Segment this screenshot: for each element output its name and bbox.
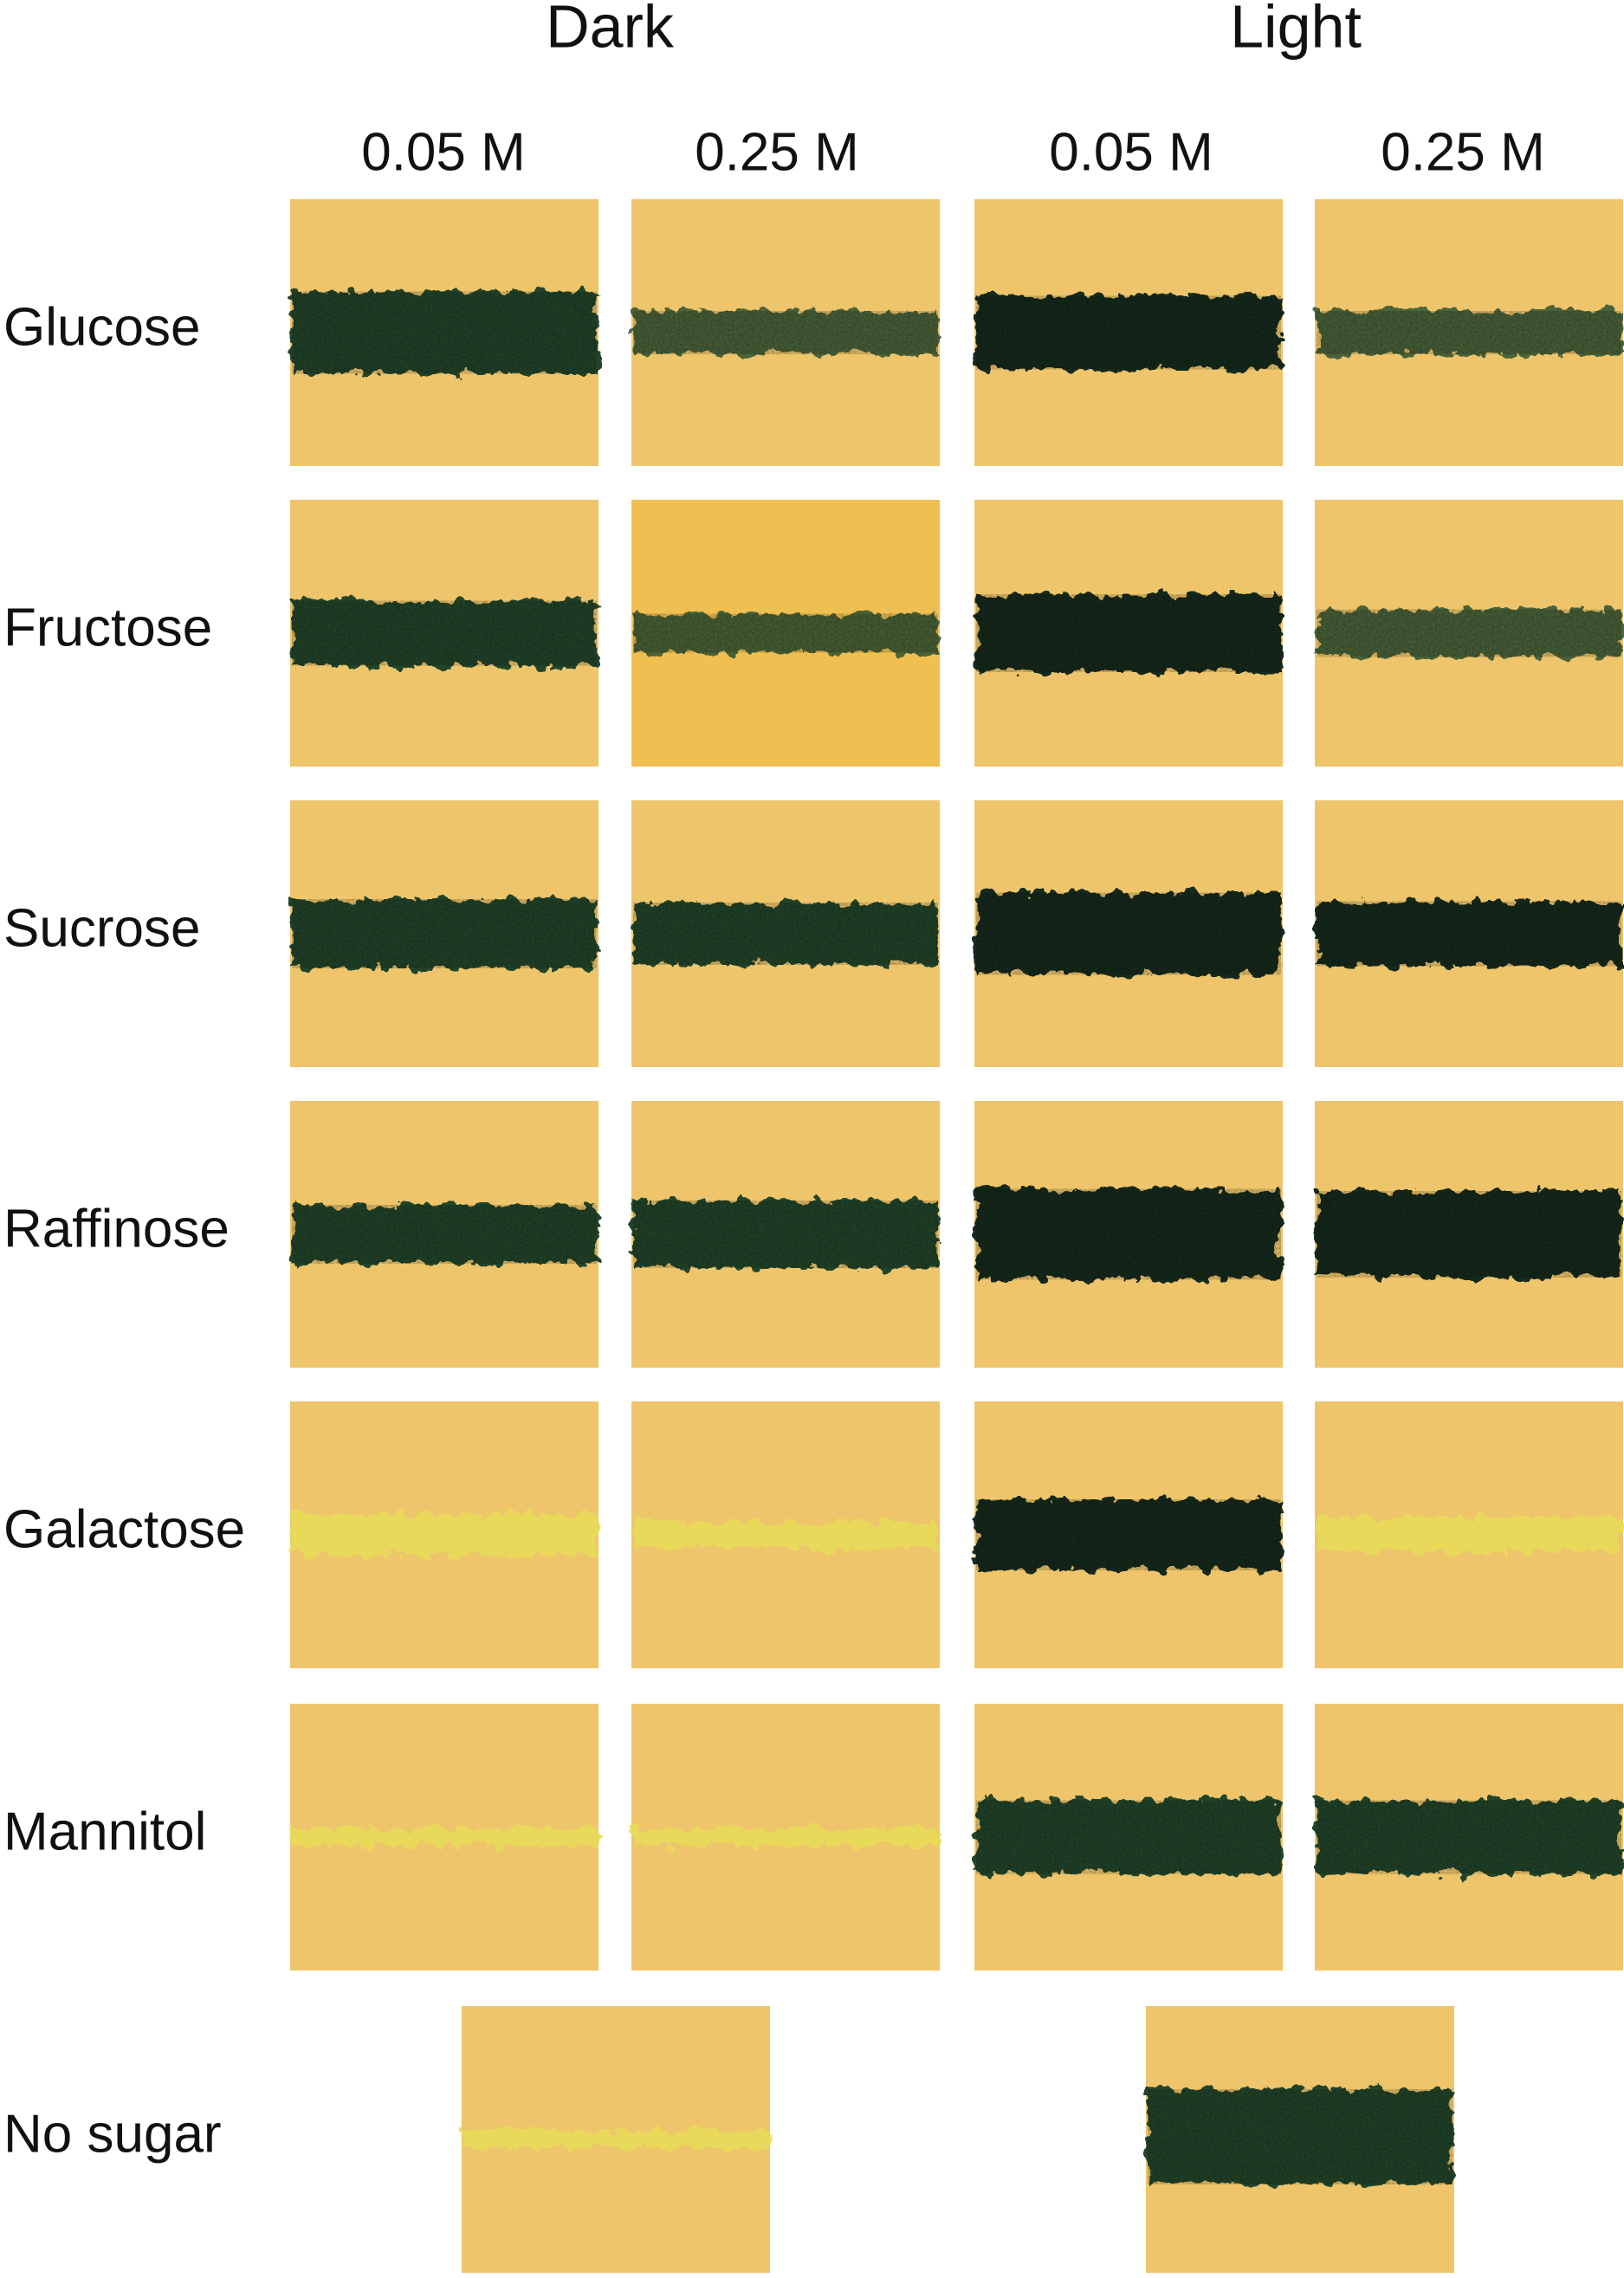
- streak-texture: [292, 291, 597, 374]
- streak-texture: [976, 892, 1281, 975]
- streak-texture: [1317, 311, 1621, 354]
- colony-streak: [463, 2131, 768, 2148]
- streak-texture: [1148, 2088, 1453, 2184]
- streak-texture: [976, 1800, 1281, 1874]
- colony-streak: [1317, 1518, 1621, 1552]
- concentration-label: 0.05 M: [1049, 122, 1213, 182]
- streak-texture: [976, 1188, 1281, 1280]
- streak-texture: [1317, 609, 1621, 657]
- group-label: Light: [1230, 0, 1362, 60]
- colony-streak: [633, 1522, 938, 1548]
- row-label: Fructose: [3, 598, 212, 657]
- photo-grid: [290, 199, 1623, 2273]
- concentration-label: 0.25 M: [695, 122, 859, 182]
- colony-streak: [292, 1514, 597, 1556]
- concentration-label: 0.25 M: [1381, 122, 1545, 182]
- row-label: Raffinose: [3, 1199, 230, 1259]
- streak-texture: [633, 613, 938, 653]
- streak-texture: [633, 903, 938, 965]
- row-label: Glucose: [3, 297, 200, 357]
- row-label: Mannitol: [3, 1802, 206, 1861]
- streak-texture: [292, 899, 597, 968]
- row-label: Galactose: [3, 1499, 245, 1559]
- streak-texture: [1317, 1800, 1621, 1874]
- streak-texture: [976, 295, 1281, 370]
- streak-texture: [1317, 901, 1621, 967]
- colony-streak: [633, 1828, 938, 1846]
- concentration-label: 0.05 M: [361, 122, 526, 182]
- streak-texture: [292, 1205, 597, 1264]
- streak-texture: [633, 311, 938, 354]
- streak-texture: [976, 1499, 1281, 1570]
- colony-streak: [292, 1828, 597, 1846]
- row-label: Sucrose: [3, 898, 200, 958]
- streak-texture: [292, 600, 597, 666]
- streak-texture: [1317, 1191, 1621, 1278]
- streak-texture: [976, 594, 1281, 672]
- streak-texture: [633, 1200, 938, 1268]
- group-label: Dark: [546, 0, 675, 60]
- row-label: No sugar: [3, 2104, 222, 2164]
